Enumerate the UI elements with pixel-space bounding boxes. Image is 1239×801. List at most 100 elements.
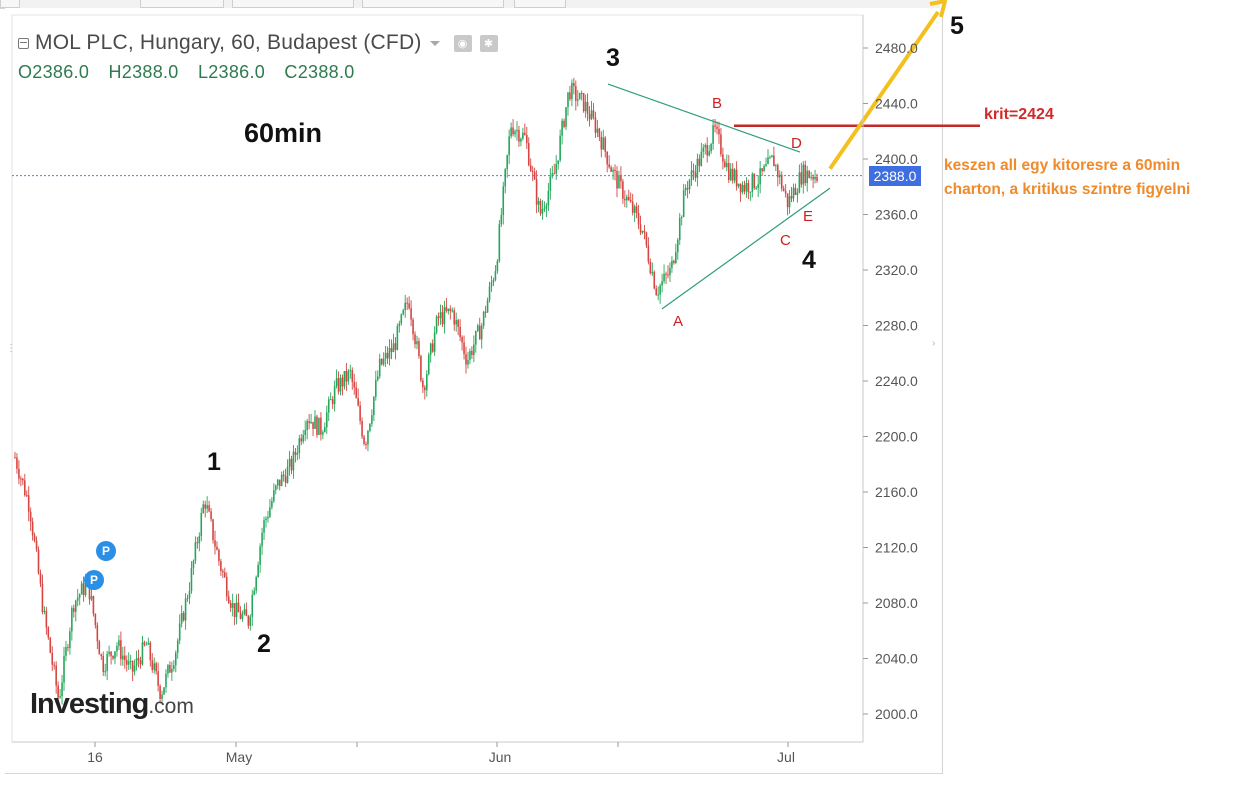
toolbar-tab[interactable] [232, 0, 354, 8]
candle-body [151, 660, 154, 670]
candle-body [447, 308, 450, 312]
candle-body [547, 190, 550, 206]
timeframe-label: 60min [244, 118, 323, 148]
candle-body [390, 347, 393, 353]
wave-label-4: 4 [802, 246, 816, 274]
pivot-marker[interactable]: P [96, 541, 116, 561]
candle-body [745, 182, 748, 192]
candle-body [580, 92, 583, 94]
candle-body [137, 658, 140, 661]
candle-body [398, 323, 401, 327]
candle-body [690, 170, 693, 180]
candle-body [780, 174, 783, 189]
candle-body [104, 671, 106, 673]
candle-body [488, 286, 491, 301]
candle-body [92, 596, 95, 614]
candle-body [222, 570, 224, 573]
candle-body [135, 658, 138, 666]
candle-body [561, 120, 563, 136]
candle-body [655, 288, 658, 296]
candle-body [375, 380, 377, 397]
candle-body [237, 602, 240, 613]
candle-body [129, 661, 132, 663]
candle-body [727, 163, 730, 180]
candle-body [475, 330, 477, 345]
candle-body [759, 168, 761, 185]
right-scroll-grip[interactable]: › [932, 338, 936, 349]
candle-body [808, 170, 810, 178]
candle-body [714, 125, 716, 127]
candle-body [416, 341, 418, 345]
candle-body [429, 343, 432, 355]
pivot-marker[interactable]: P [84, 570, 104, 590]
toolbar-tab[interactable] [140, 0, 224, 8]
candle-body [806, 170, 809, 184]
candle-body [612, 169, 614, 172]
y-tick-label: 2160.0 [875, 484, 918, 500]
eye-icon[interactable]: ◉ [453, 34, 472, 52]
candle-body [680, 217, 683, 219]
candle-body [567, 92, 569, 108]
candle-body [173, 665, 175, 669]
candle-body [59, 696, 61, 698]
toolbar-tab[interactable] [0, 0, 20, 8]
candle-body [712, 125, 714, 144]
chart-title-row: MOL PLC, Hungary, 60, Budapest (CFD) ◉ ✱ [18, 30, 498, 56]
candle-body [386, 352, 389, 359]
close-value: C2388.0 [284, 62, 355, 82]
candle-body [777, 165, 779, 178]
candle-body [29, 511, 32, 522]
candle-body [178, 623, 181, 641]
candle-body [620, 175, 622, 182]
candle-body [49, 637, 52, 653]
candle-body [726, 163, 728, 168]
analysis-note: keszen all egy kitoresre a 60min charton… [944, 157, 1191, 198]
candle-body [380, 358, 383, 365]
candle-body [100, 654, 103, 657]
caret-icon[interactable] [429, 40, 440, 46]
candle-body [763, 165, 765, 172]
candle-body [633, 206, 636, 213]
candle-body [663, 273, 665, 282]
candle-body [684, 187, 687, 191]
candle-body [420, 355, 422, 381]
wave-label-3: 3 [606, 44, 620, 72]
candle-body [729, 168, 732, 180]
candle-body [439, 312, 442, 319]
y-tick-label: 2080.0 [875, 595, 918, 611]
candle-body [463, 342, 465, 355]
candle-body [647, 245, 650, 262]
y-tick-label: 2360.0 [875, 207, 918, 223]
candle-body [767, 157, 769, 165]
candle-body [626, 196, 628, 201]
gear-icon[interactable]: ✱ [479, 34, 498, 52]
candle-body [114, 651, 116, 659]
chart-title: MOL PLC, Hungary, 60, Budapest (CFD) [35, 31, 422, 54]
candle-body [69, 631, 71, 649]
candle-body [35, 540, 38, 550]
candle-body [25, 495, 28, 497]
candle-body [747, 182, 750, 193]
candle-body [106, 654, 108, 672]
candle-body [369, 423, 371, 431]
candle-body [457, 320, 459, 327]
candle-body [739, 183, 742, 193]
candle-body [357, 398, 359, 406]
candle-body [704, 144, 707, 148]
candle-body [637, 212, 640, 225]
candle-body [359, 405, 361, 421]
candle-body [102, 656, 105, 672]
candle-body [494, 271, 497, 280]
toolbar-tab[interactable] [514, 0, 566, 8]
candle-body [557, 160, 559, 165]
candle-body [716, 126, 718, 129]
candle-body [57, 685, 59, 698]
candle-body [506, 155, 508, 170]
candle-body [522, 132, 524, 139]
candle-body [98, 641, 101, 655]
candle-body [610, 167, 612, 172]
candle-body [31, 521, 34, 536]
collapse-icon[interactable] [18, 37, 29, 49]
toolbar-tab[interactable] [362, 0, 504, 8]
